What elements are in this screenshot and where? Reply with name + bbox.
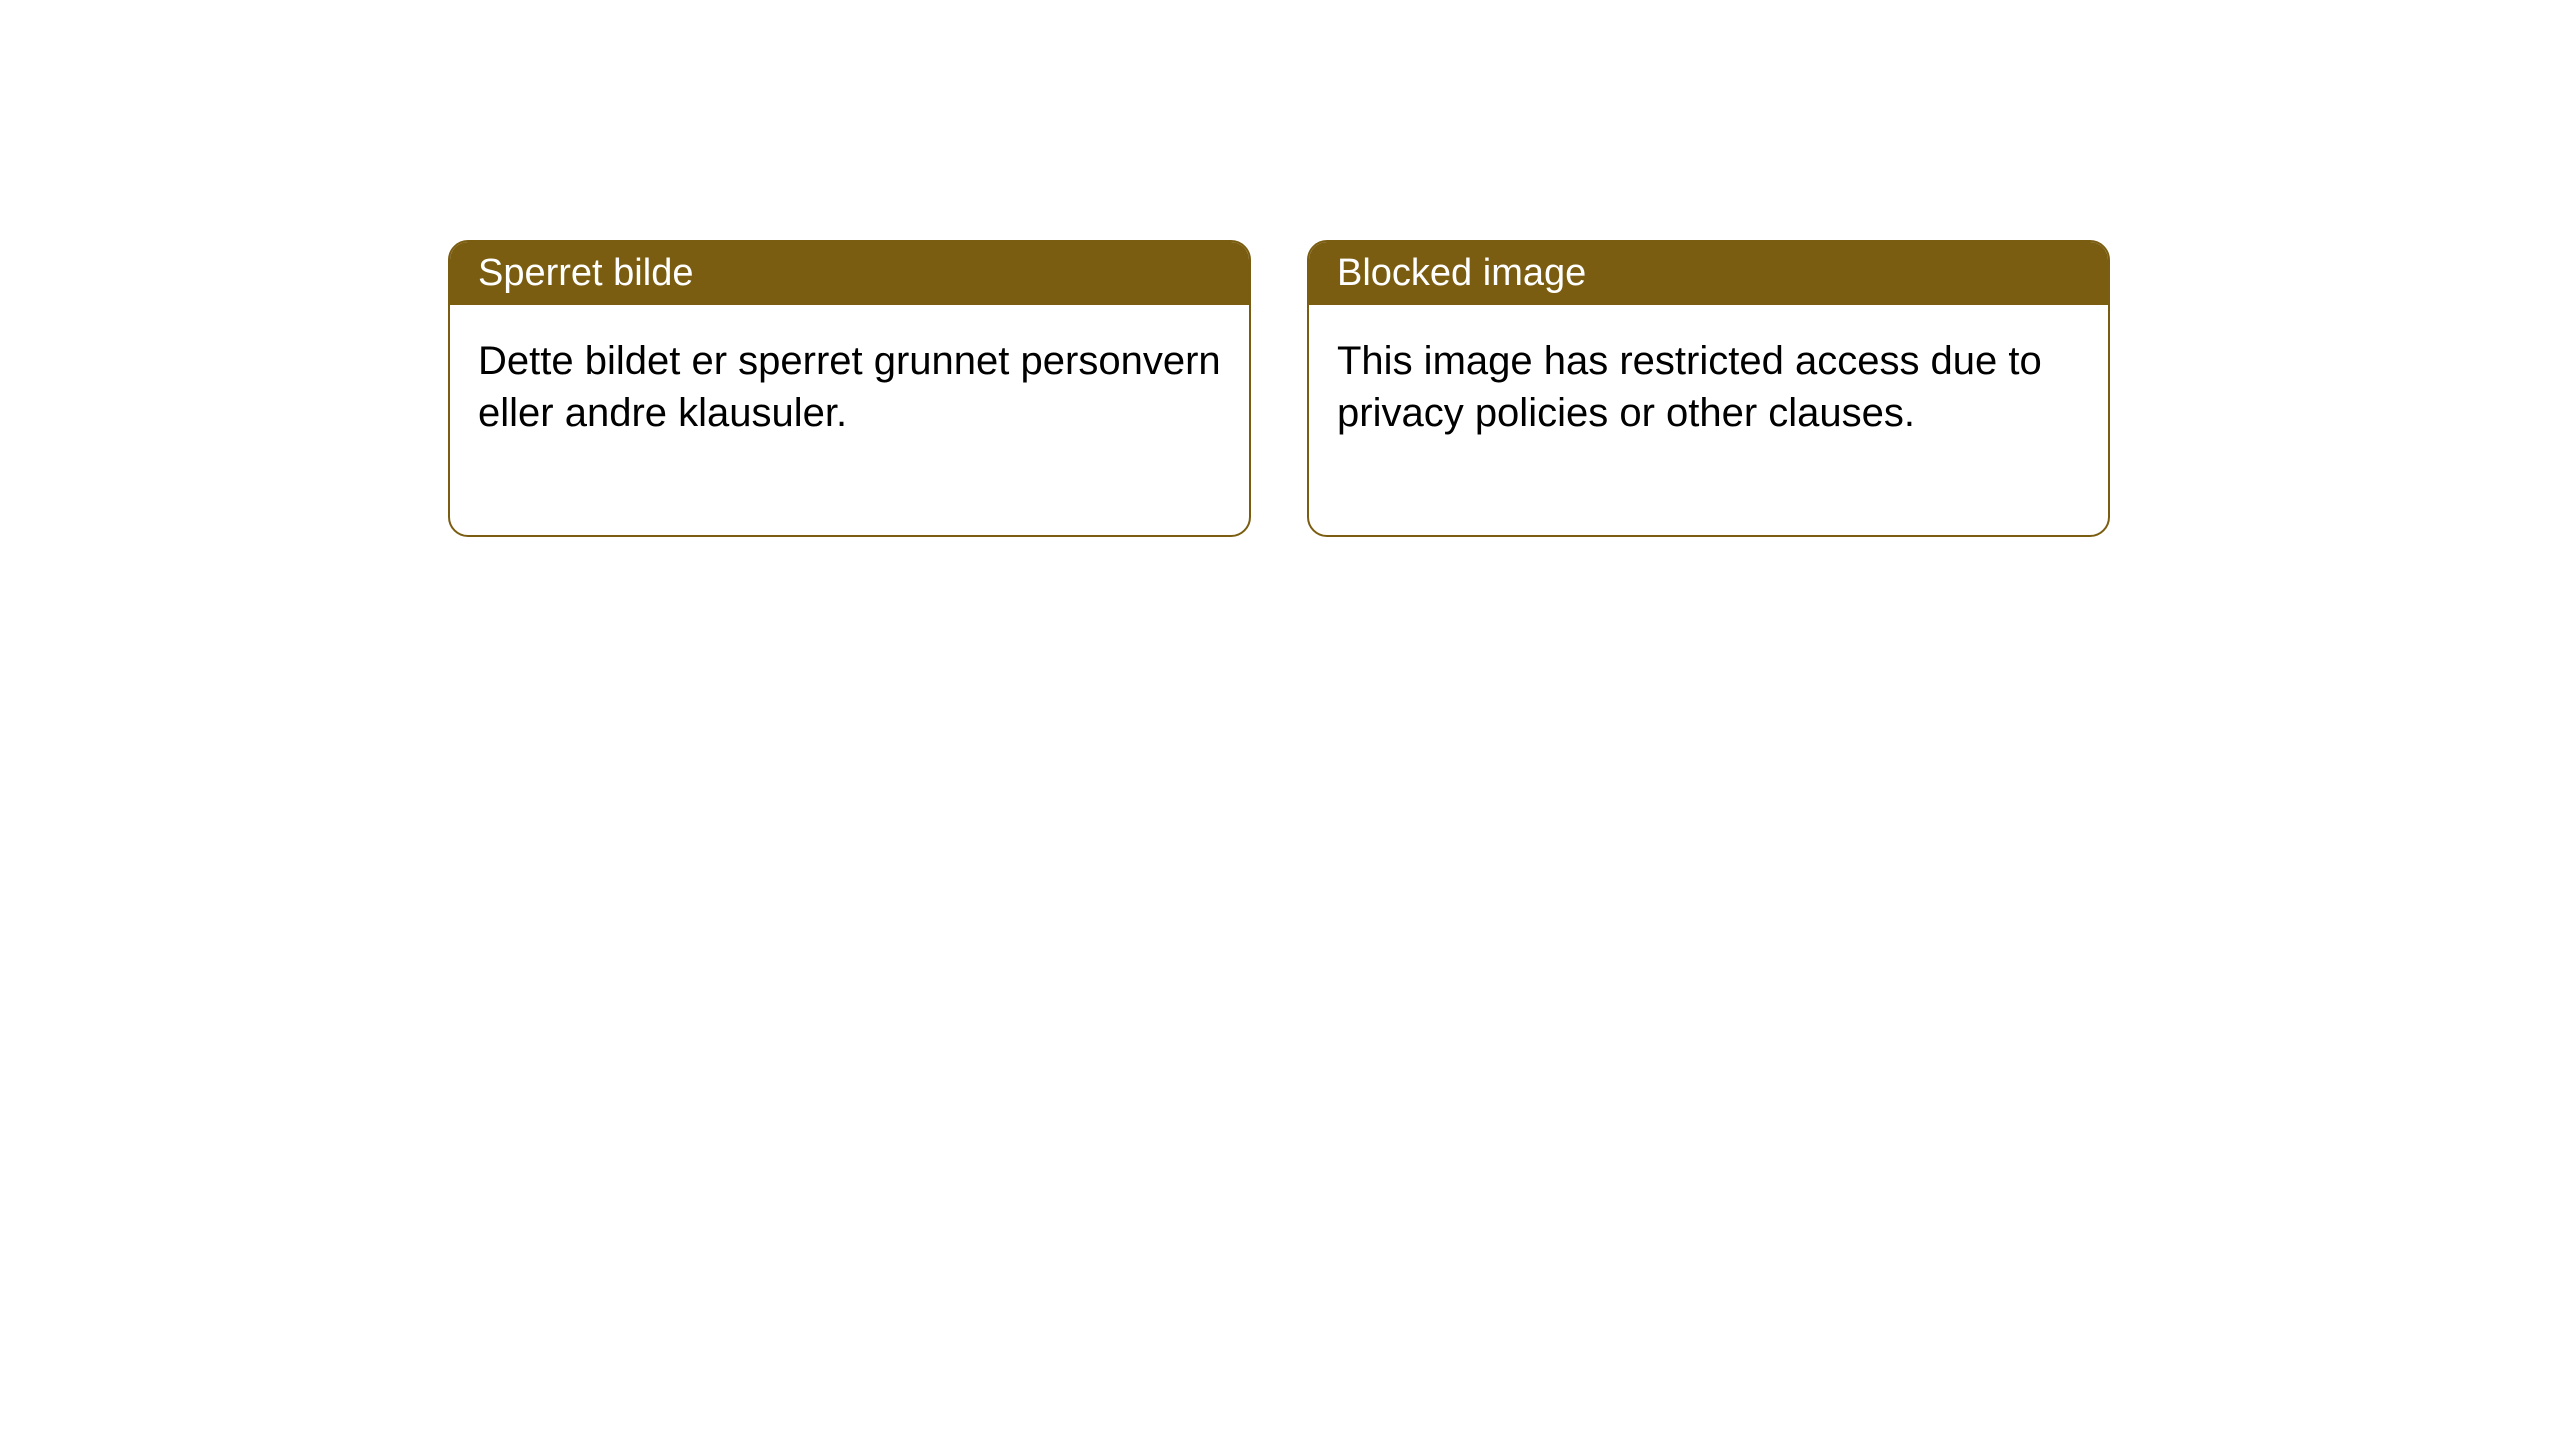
card-header-text: Sperret bilde: [478, 252, 693, 294]
card-body-text: Dette bildet er sperret grunnet personve…: [478, 339, 1221, 435]
card-header: Sperret bilde: [450, 242, 1249, 305]
card-header-text: Blocked image: [1337, 252, 1586, 294]
notice-card-english: Blocked image This image has restricted …: [1307, 240, 2110, 537]
card-body: This image has restricted access due to …: [1309, 305, 2108, 535]
card-body-text: This image has restricted access due to …: [1337, 339, 2042, 435]
card-header: Blocked image: [1309, 242, 2108, 305]
notice-cards-container: Sperret bilde Dette bildet er sperret gr…: [448, 240, 2110, 537]
card-body: Dette bildet er sperret grunnet personve…: [450, 305, 1249, 535]
notice-card-norwegian: Sperret bilde Dette bildet er sperret gr…: [448, 240, 1251, 537]
